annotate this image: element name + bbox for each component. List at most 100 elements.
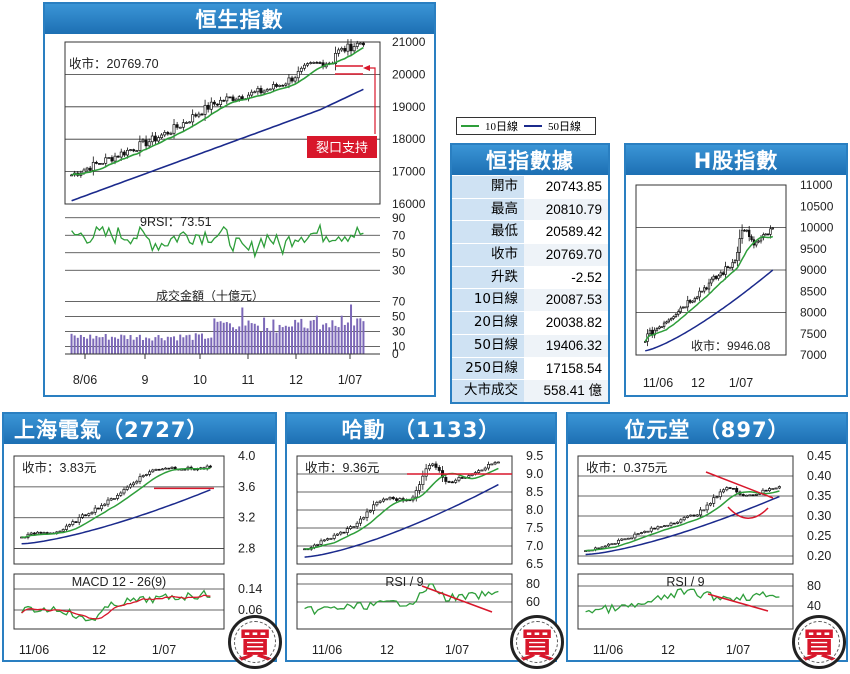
s3-candle bbox=[751, 494, 755, 497]
hsi-candle bbox=[141, 139, 145, 143]
hsi-vol-bar bbox=[117, 338, 120, 354]
hs-x-tick: 12 bbox=[691, 376, 705, 390]
hsi-vol-bar bbox=[322, 324, 325, 354]
hsi-vol-bar bbox=[145, 337, 148, 354]
s3-candle bbox=[679, 519, 683, 523]
hsi-candle bbox=[175, 124, 179, 128]
stats-key: 250日線 bbox=[452, 357, 524, 380]
hsi-vol-bar bbox=[132, 339, 135, 354]
hsi-candle bbox=[85, 167, 89, 171]
hsi-candle bbox=[132, 149, 136, 152]
hutchison-title: 哈動 （1133） bbox=[287, 414, 555, 444]
s3-x-tick: 11/06 bbox=[593, 643, 623, 657]
s2-candle bbox=[375, 501, 379, 506]
s3-candle bbox=[603, 545, 607, 548]
hs-candle bbox=[688, 300, 692, 303]
s2-candle bbox=[322, 539, 326, 542]
s3-price-tick: 0.20 bbox=[807, 549, 831, 563]
hsi-vol-bar bbox=[173, 336, 176, 354]
hsi-candle bbox=[116, 155, 120, 158]
hsi-candle bbox=[265, 89, 269, 92]
s2-candle bbox=[480, 469, 484, 472]
hsi-vol-bar bbox=[281, 327, 284, 354]
s1-price-tick: 2.8 bbox=[238, 542, 255, 556]
hsi-candle bbox=[234, 98, 238, 101]
s1-sub-frame bbox=[13, 573, 225, 630]
hsi-candle bbox=[203, 104, 207, 115]
s3-price-tick: 0.45 bbox=[807, 449, 831, 463]
s2-candle bbox=[454, 479, 458, 483]
s3-candle bbox=[646, 530, 650, 533]
s3-candle bbox=[620, 538, 624, 541]
hsi-candle bbox=[337, 49, 341, 54]
hsi-candle bbox=[191, 114, 195, 123]
hsi-vol-bar bbox=[362, 321, 365, 354]
hsi-vol-bar bbox=[107, 339, 110, 354]
hs-candle bbox=[740, 229, 744, 239]
stats-rows: 開市 20743.85 最高 20810.79 最低 20589.42 收市 20769.70… bbox=[452, 175, 608, 402]
hsi-candle bbox=[119, 151, 123, 158]
s2-candle bbox=[316, 544, 320, 546]
s2-price-tick: 9.0 bbox=[526, 467, 543, 481]
hsi-vol-bar bbox=[353, 325, 356, 354]
hsi-chart: 21000 20000 19000 18000 17000 16000 收市：20769.7… bbox=[64, 35, 426, 387]
hs-price-tick: 8500 bbox=[800, 284, 827, 298]
stats-value: 20743.85 bbox=[524, 176, 608, 198]
hsi-vol-bar bbox=[331, 320, 334, 354]
s2-candle bbox=[395, 498, 399, 501]
hsi-candle bbox=[362, 42, 365, 46]
hsi-candle bbox=[312, 62, 316, 64]
hsi-vol-tick: 0 bbox=[392, 347, 399, 361]
s1-sub-line bbox=[21, 589, 211, 622]
hsi-candle bbox=[122, 151, 126, 156]
s2-candle bbox=[355, 522, 359, 527]
hsi-candle bbox=[181, 122, 185, 128]
s3-candle bbox=[672, 522, 676, 525]
stats-value: -2.52 bbox=[524, 266, 608, 289]
hs-candle bbox=[653, 329, 656, 336]
s1-candle bbox=[128, 484, 132, 488]
hsi-vol-bar bbox=[197, 334, 200, 354]
hsi-candle bbox=[101, 162, 105, 165]
s1-ma10-line bbox=[21, 467, 211, 538]
hsi-candle bbox=[228, 96, 232, 99]
s1-candle bbox=[157, 468, 161, 471]
s2-candle bbox=[414, 490, 418, 498]
hsi-candle bbox=[340, 48, 344, 51]
hsi-vol-bar bbox=[163, 340, 166, 354]
hsi-price-frame bbox=[64, 41, 381, 205]
hsi-vol-bar bbox=[101, 337, 104, 354]
hsi-candle bbox=[293, 77, 297, 82]
s1-candle bbox=[87, 513, 91, 516]
s2-candle bbox=[437, 467, 441, 471]
ptt-title: 位元堂 （897） bbox=[568, 414, 846, 444]
hsi-vol-bar bbox=[253, 323, 256, 354]
hs-candle bbox=[766, 233, 770, 236]
s3-x-tick: 1/07 bbox=[726, 643, 750, 657]
s3-candle bbox=[689, 514, 693, 517]
s2-candle bbox=[332, 534, 336, 539]
stats-key: 最低 bbox=[452, 221, 524, 244]
hs-candle bbox=[764, 233, 767, 236]
s3-close-label: 收市：0.375元 bbox=[586, 460, 667, 475]
s1-candle bbox=[135, 480, 139, 484]
s3-candle bbox=[623, 538, 627, 541]
s3-candle bbox=[715, 496, 719, 499]
hsi-candle bbox=[144, 139, 148, 147]
hs-price-tick: 9000 bbox=[800, 263, 827, 277]
hsi-vol-bar bbox=[238, 326, 241, 354]
hsi-candle bbox=[160, 134, 164, 138]
hs-candle bbox=[698, 290, 701, 298]
hs-candle bbox=[684, 306, 687, 309]
hsi-vol-bar bbox=[232, 327, 235, 354]
hsi-vol-bar bbox=[110, 336, 113, 354]
hsi-candle bbox=[225, 96, 229, 102]
hsi-vol-bar bbox=[204, 338, 207, 354]
buy-stamp-ptt: 買 bbox=[792, 615, 846, 669]
hsi-candle bbox=[231, 96, 235, 101]
hsi-vol-bar bbox=[120, 334, 123, 354]
s2-candle bbox=[326, 538, 330, 541]
s1-candle bbox=[148, 471, 152, 475]
hsi-candle bbox=[222, 99, 226, 102]
sh-electric-title: 上海電氣（2727） bbox=[4, 414, 275, 444]
